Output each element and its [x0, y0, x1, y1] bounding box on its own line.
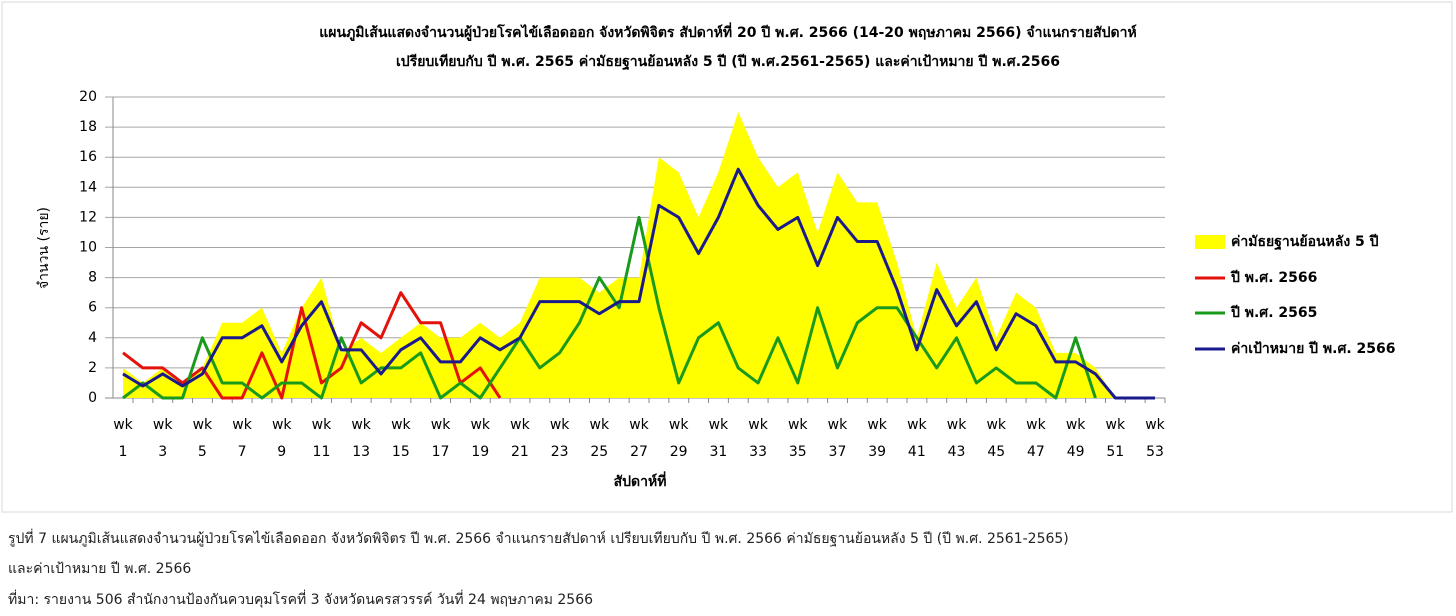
caption: ที่มา: รายงาน 506 สำนักงานป้องกันควบคุมโ…: [8, 592, 594, 608]
y-tick-label: 18: [79, 119, 97, 135]
line: [122, 215, 1097, 400]
x-tick-label: wk 21: [510, 417, 530, 460]
y-tick-label: 0: [88, 390, 97, 406]
legend-swatch: [1195, 235, 1225, 249]
x-tick-label: wk 11: [312, 417, 332, 460]
x-tick-label: wk 1: [113, 417, 133, 460]
area: [123, 112, 1155, 399]
line: [122, 291, 502, 400]
x-tick-label: wk 51: [1106, 417, 1126, 460]
y-tick-label: 12: [79, 209, 97, 225]
chart-title: เปรียบเทียบกับ ปี พ.ศ. 2565 ค่ามัธยฐานย้…: [396, 54, 1060, 71]
x-tick-label: wk 5: [193, 417, 213, 460]
x-tick-label: wk 13: [351, 417, 371, 460]
y-tick-label: 4: [88, 330, 97, 346]
x-tick-label: wk 35: [788, 417, 808, 460]
x-tick-label: wk 41: [907, 417, 927, 460]
legend-label: ปี พ.ศ. 2566: [1230, 270, 1318, 286]
x-tick-label: wk 23: [550, 417, 570, 460]
x-tick-label: wk 47: [1026, 417, 1046, 460]
x-tick-label: wk 33: [748, 417, 768, 460]
y-axis-label: จำนวน (ราย): [36, 207, 52, 289]
caption: รูปที่ 7 แผนภูมิเส้นแสดงจำนวนผู้ป่วยโรคไ…: [8, 531, 1069, 547]
chart-title: แผนภูมิเส้นแสดงจำนวนผู้ป่วยโรคไข้เลือดออ…: [319, 22, 1136, 41]
y-tick-label: 10: [79, 240, 97, 256]
x-tick-label: wk 43: [947, 417, 967, 460]
x-axis-label: สัปดาห์ที่: [614, 471, 667, 490]
y-tick-label: 16: [79, 149, 97, 165]
x-tick-label: wk 53: [1145, 417, 1165, 460]
x-tick-label: wk 29: [669, 417, 689, 460]
x-tick-label: wk 19: [470, 417, 490, 460]
x-tick-label: wk 45: [986, 417, 1006, 460]
x-tick-label: wk 39: [867, 417, 887, 460]
x-tick-label: wk 37: [828, 417, 848, 460]
x-tick-label: wk 3: [153, 417, 173, 460]
x-tick-label: wk 27: [629, 417, 649, 460]
x-tick-label: wk 17: [431, 417, 451, 460]
x-tick-label: wk 7: [232, 417, 252, 460]
y-tick-label: 2: [88, 360, 97, 376]
y-tick-label: 8: [88, 270, 97, 286]
x-tick-label: wk 9: [272, 417, 292, 460]
x-tick-label: wk 31: [709, 417, 729, 460]
x-tick-label: wk 49: [1066, 417, 1086, 460]
legend-label: ค่าเป้าหมาย ปี พ.ศ. 2566: [1231, 341, 1396, 357]
legend-label: ปี พ.ศ. 2565: [1230, 305, 1318, 321]
line: [122, 167, 1155, 400]
y-tick-label: 20: [79, 89, 97, 105]
x-tick-label: wk 25: [590, 417, 610, 460]
caption: และค่าเป้าหมาย ปี พ.ศ. 2566: [8, 561, 192, 577]
x-tick-label: wk 15: [391, 417, 411, 460]
y-tick-label: 6: [88, 300, 97, 316]
y-tick-label: 14: [79, 179, 97, 195]
legend-label: ค่ามัธยฐานย้อนหลัง 5 ปี: [1231, 234, 1379, 251]
